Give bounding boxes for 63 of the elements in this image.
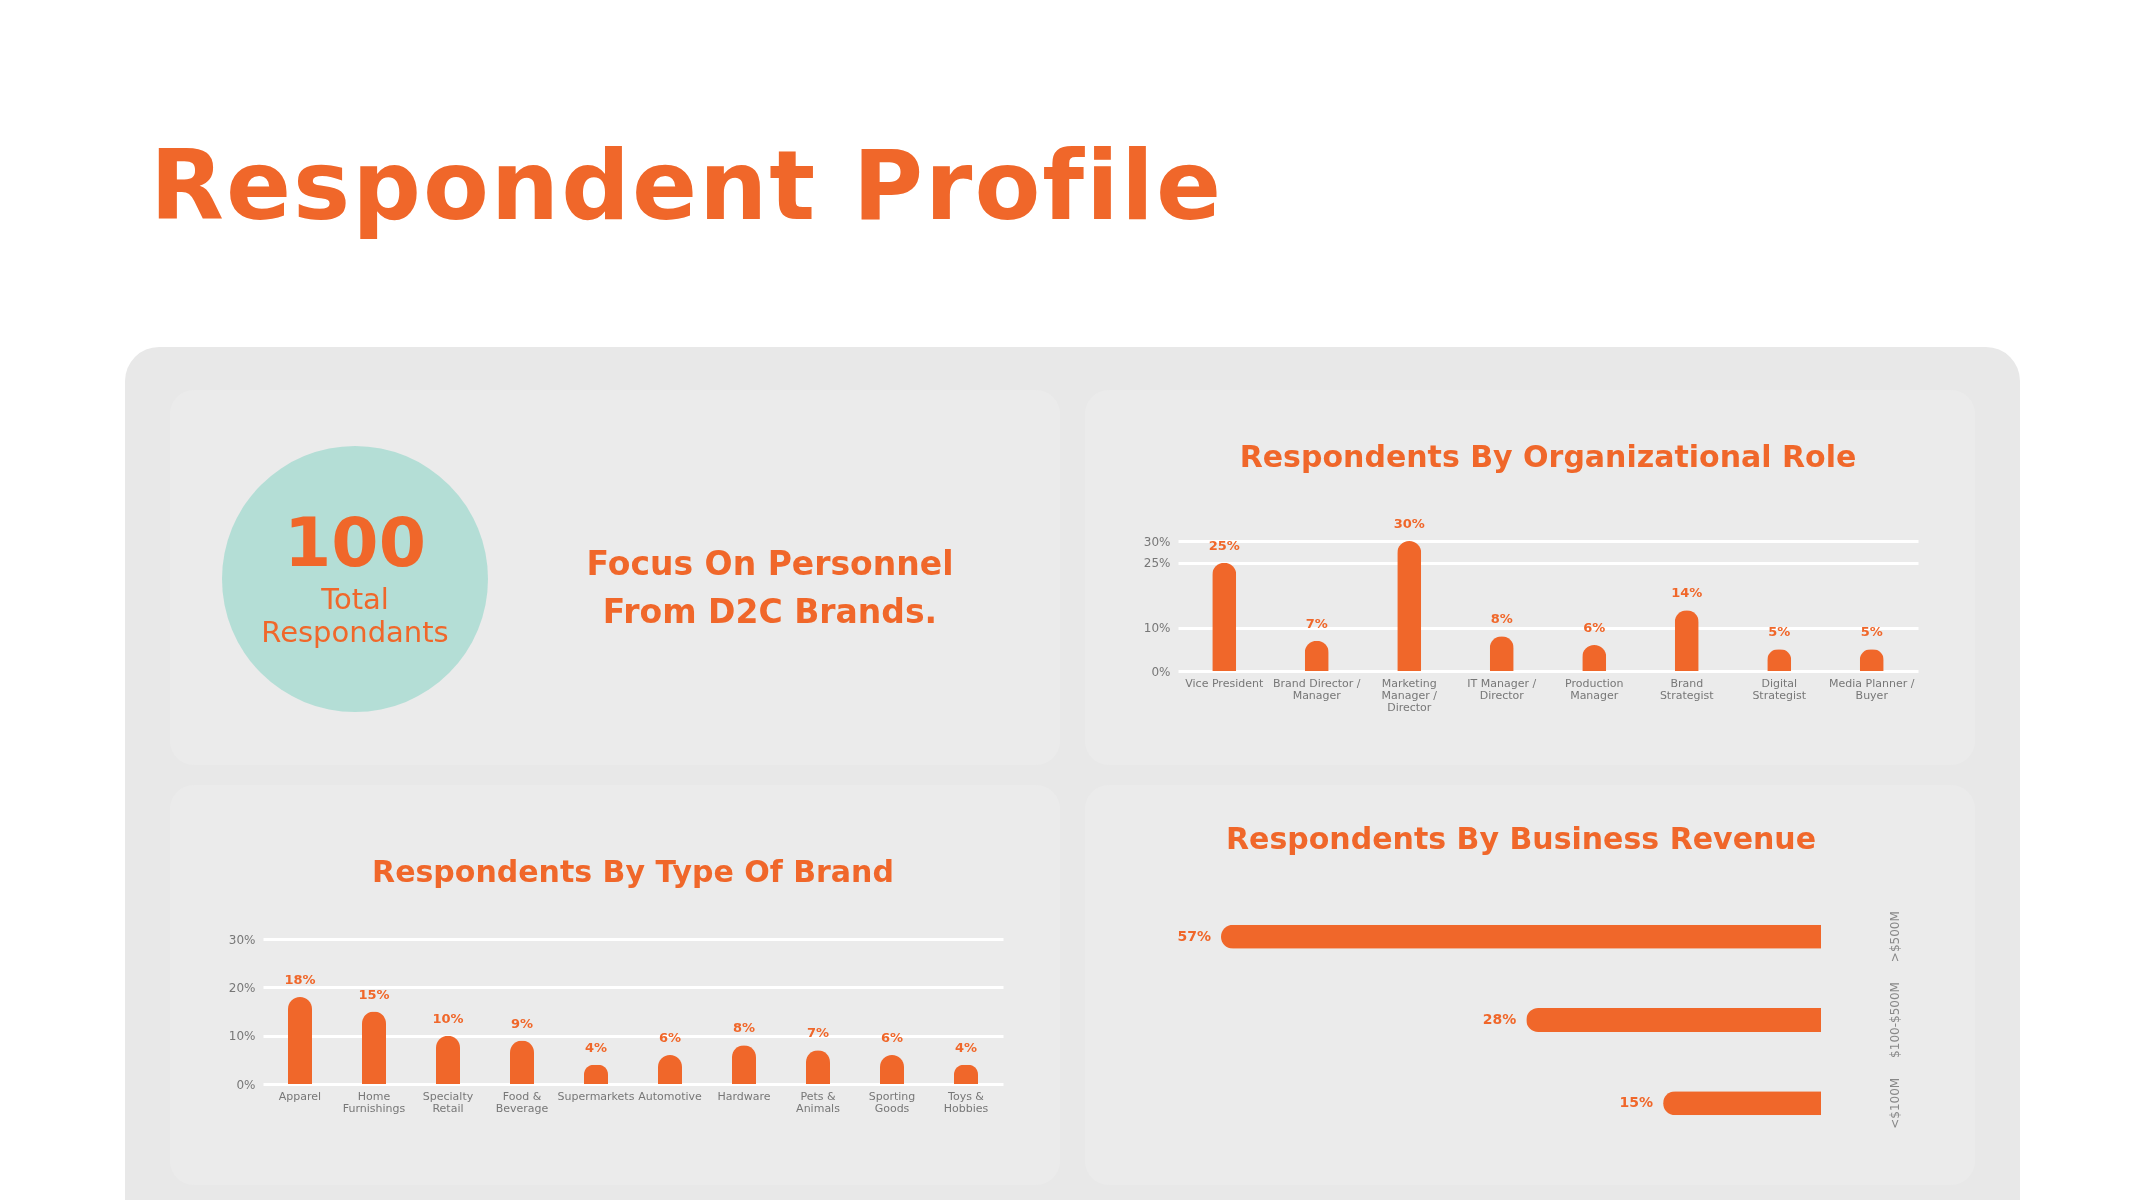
- bar: [1396, 541, 1421, 671]
- bar: [287, 996, 312, 1084]
- y-tick-label: <$100M: [1887, 1077, 1901, 1129]
- x-tick-label: Automotive: [637, 1089, 702, 1102]
- x-tick-label: Hardware: [716, 1089, 771, 1102]
- y-tick-label: 0%: [1150, 664, 1170, 679]
- x-tick-label: Home Furnishings: [342, 1089, 406, 1114]
- y-tick-label: >$500M: [1887, 911, 1901, 963]
- data-label: 18%: [283, 971, 316, 987]
- x-tick-label: Media Planner / Buyer: [1828, 676, 1915, 702]
- data-label: 25%: [1208, 537, 1240, 553]
- data-label: 28%: [1482, 1011, 1516, 1027]
- data-label: 6%: [880, 1029, 903, 1045]
- bar: [1674, 610, 1699, 671]
- data-label: 8%: [732, 1019, 755, 1035]
- data-label: 6%: [658, 1029, 681, 1045]
- data-label: 4%: [584, 1039, 607, 1055]
- x-tick-label: Pets & Animals: [795, 1089, 840, 1114]
- data-label: 5%: [1860, 624, 1883, 640]
- bar: [509, 1040, 534, 1084]
- bar: [731, 1044, 756, 1084]
- bar: [435, 1035, 460, 1084]
- x-tick-label: Brand Strategist: [1659, 676, 1714, 702]
- chart-title: Respondents By Business Revenue: [1225, 821, 1816, 856]
- data-label: 6%: [1582, 620, 1605, 635]
- data-label: 30%: [1393, 516, 1425, 531]
- y-tick-label: 10%: [228, 1028, 255, 1043]
- x-tick-label: Apparel: [278, 1089, 321, 1102]
- y-tick-label: 20%: [228, 980, 255, 995]
- text: Respondent Profile: [150, 130, 1224, 242]
- x-tick-label: Sporting Goods: [868, 1089, 915, 1114]
- data-label: 9%: [510, 1015, 533, 1030]
- bar: [361, 1011, 386, 1084]
- chart-title: Respondents By Type Of Brand: [371, 853, 894, 889]
- y-tick-label: 25%: [1143, 556, 1170, 571]
- data-label: 4%: [954, 1039, 977, 1055]
- x-tick-label: Specialty Retail: [422, 1089, 474, 1114]
- data-label: 8%: [1490, 611, 1513, 627]
- x-tick-label: Food & Beverage: [495, 1089, 549, 1114]
- x-tick-label: Toys & Hobbies: [943, 1089, 989, 1114]
- x-tick-label: Supermarkets: [557, 1089, 635, 1102]
- bar: [1211, 562, 1236, 671]
- data-label: 5%: [1767, 624, 1790, 640]
- y-tick-label: $100-$500M: [1887, 982, 1901, 1058]
- y-tick-label: 30%: [228, 932, 255, 946]
- y-tick-label: 10%: [1143, 621, 1170, 636]
- x-tick-label: Brand Director / Manager: [1272, 676, 1361, 702]
- data-label: 7%: [1305, 615, 1328, 631]
- y-tick-label: 30%: [1143, 534, 1170, 549]
- x-tick-label: Production Manager: [1564, 676, 1624, 702]
- x-tick-label: Digital Strategist: [1751, 676, 1807, 702]
- data-label: 14%: [1670, 585, 1702, 601]
- x-tick-label: Marketing Manager / Director: [1381, 676, 1437, 714]
- data-label: 15%: [1619, 1094, 1653, 1111]
- y-tick-label: 0%: [235, 1077, 255, 1091]
- data-label: 10%: [431, 1010, 464, 1026]
- text: Focus On Personnel From D2C Brands.: [585, 543, 955, 633]
- data-label: 15%: [357, 986, 390, 1001]
- chart-title: Respondents By Organizational Role: [1239, 439, 1856, 474]
- x-tick-label: IT Manager / Director: [1466, 676, 1536, 702]
- data-label: 57%: [1176, 927, 1211, 944]
- data-label: 7%: [806, 1024, 829, 1040]
- x-tick-label: Vice President: [1184, 676, 1264, 690]
